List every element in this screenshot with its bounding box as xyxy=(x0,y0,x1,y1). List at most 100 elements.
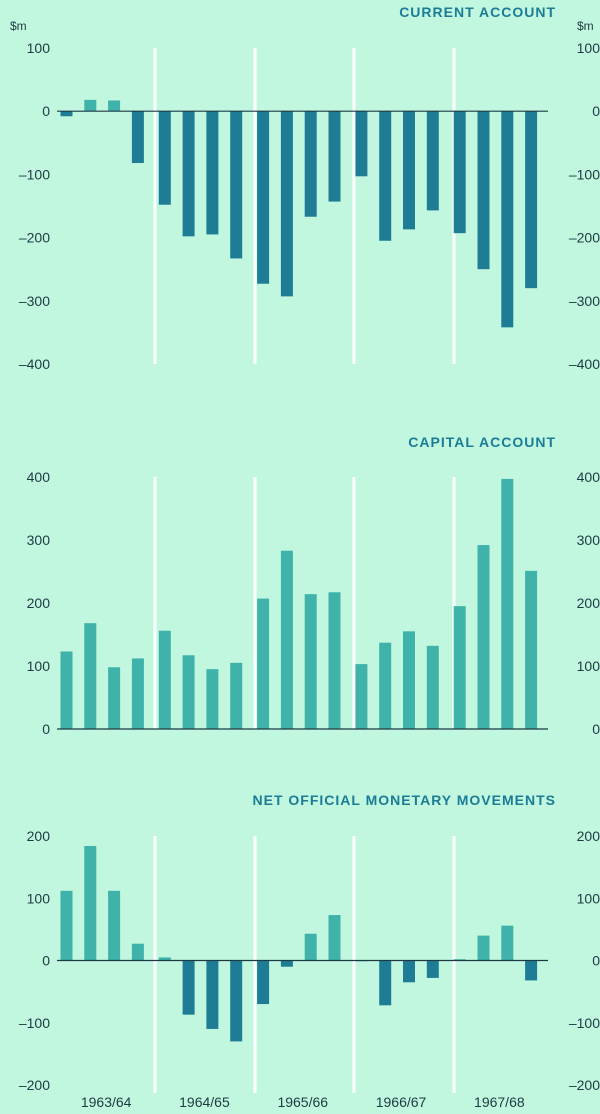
y-tick-label-left: 0 xyxy=(42,953,50,969)
data-bar xyxy=(108,100,121,112)
y-tick-label-right: 200 xyxy=(577,828,600,844)
data-bar xyxy=(477,111,490,270)
data-bar xyxy=(60,890,73,961)
data-bar xyxy=(230,111,243,259)
x-category-label: 1963/64 xyxy=(81,1094,132,1110)
data-bar xyxy=(403,111,415,230)
data-bar xyxy=(182,960,195,1015)
y-tick-label-right: –100 xyxy=(569,1015,600,1031)
data-bar xyxy=(257,960,270,1005)
data-bar xyxy=(158,957,171,961)
panel-title: NET OFFICIAL MONETARY MOVEMENTS xyxy=(253,792,557,808)
y-tick-label-left: –300 xyxy=(19,293,50,309)
data-bar xyxy=(108,667,121,729)
data-bar xyxy=(426,645,439,729)
y-tick-label-left: 0 xyxy=(42,103,50,119)
data-bar xyxy=(131,943,144,961)
data-bar xyxy=(525,111,538,289)
y-tick-label-left: 100 xyxy=(27,890,51,906)
y-tick-label-left: 100 xyxy=(27,40,51,56)
data-bar xyxy=(355,111,368,177)
data-bar xyxy=(525,960,538,981)
data-bar xyxy=(453,959,466,961)
y-tick-label-right: 300 xyxy=(577,532,600,548)
y-tick-label-right: –400 xyxy=(569,356,600,372)
data-bar xyxy=(206,669,219,729)
data-bar xyxy=(477,935,490,961)
data-bar xyxy=(328,915,341,961)
data-bar xyxy=(182,655,195,729)
y-tick-label-right: –200 xyxy=(569,230,600,246)
y-tick-label-left: –400 xyxy=(19,356,50,372)
y-tick-label-left: 0 xyxy=(42,721,50,737)
y-tick-label-left: 200 xyxy=(27,828,51,844)
data-bar xyxy=(108,890,121,961)
data-bar xyxy=(501,111,514,328)
data-bar xyxy=(453,606,466,729)
data-bar xyxy=(304,933,317,961)
y-tick-label-right: 100 xyxy=(577,658,600,674)
data-bar xyxy=(60,111,73,117)
data-bar xyxy=(257,598,270,729)
data-bar xyxy=(426,960,439,978)
data-bar xyxy=(328,111,341,202)
unit-label-right: $m xyxy=(577,19,594,33)
y-tick-label-right: –300 xyxy=(569,293,600,309)
y-tick-label-right: 200 xyxy=(577,595,600,611)
data-bar xyxy=(158,630,171,729)
data-bar xyxy=(426,111,439,211)
data-bar xyxy=(206,111,219,235)
data-bar xyxy=(328,592,341,729)
data-bar xyxy=(84,623,97,729)
y-tick-label-left: 400 xyxy=(27,469,51,485)
y-tick-label-right: 400 xyxy=(577,469,600,485)
x-category-label: 1967/68 xyxy=(474,1094,525,1110)
data-bar xyxy=(158,111,171,205)
data-bar xyxy=(304,594,317,729)
data-bar xyxy=(501,478,514,729)
y-tick-label-right: –100 xyxy=(569,166,600,182)
x-category-label: 1965/66 xyxy=(277,1094,328,1110)
data-bar xyxy=(379,960,392,1006)
data-bar xyxy=(477,545,490,729)
panel-title: CAPITAL ACCOUNT xyxy=(408,434,556,450)
data-bar xyxy=(355,664,368,729)
data-bar xyxy=(453,111,466,234)
data-bar xyxy=(280,550,293,729)
data-bar xyxy=(304,111,317,217)
y-tick-label-right: 0 xyxy=(592,721,600,737)
unit-label-left: $m xyxy=(10,19,27,33)
data-bar xyxy=(84,845,97,961)
data-bar xyxy=(379,642,392,729)
y-tick-label-left: 300 xyxy=(27,532,51,548)
data-bar xyxy=(379,111,392,241)
data-bar xyxy=(501,925,514,961)
y-tick-label-right: 100 xyxy=(577,40,600,56)
panel-title: CURRENT ACCOUNT xyxy=(399,4,556,20)
data-bar xyxy=(525,570,538,729)
data-bar xyxy=(403,631,415,729)
data-bar xyxy=(280,111,293,297)
data-bar xyxy=(206,960,219,1029)
data-bar xyxy=(230,960,243,1042)
data-bar xyxy=(257,111,270,284)
x-category-label: 1966/67 xyxy=(376,1094,427,1110)
y-tick-label-left: –200 xyxy=(19,230,50,246)
x-category-label: 1964/65 xyxy=(179,1094,230,1110)
y-tick-label-left: 200 xyxy=(27,595,51,611)
y-tick-label-right: 0 xyxy=(592,103,600,119)
data-bar xyxy=(280,960,293,967)
y-tick-label-right: –200 xyxy=(569,1077,600,1093)
data-bar xyxy=(403,960,415,983)
y-tick-label-left: –100 xyxy=(19,166,50,182)
data-bar xyxy=(84,99,97,112)
y-tick-label-right: 100 xyxy=(577,890,600,906)
data-bar xyxy=(182,111,195,237)
y-tick-label-left: –200 xyxy=(19,1077,50,1093)
y-tick-label-right: 0 xyxy=(592,953,600,969)
data-bar xyxy=(131,111,144,164)
y-tick-label-left: 100 xyxy=(27,658,51,674)
y-tick-label-left: –100 xyxy=(19,1015,50,1031)
data-bar xyxy=(60,651,73,729)
